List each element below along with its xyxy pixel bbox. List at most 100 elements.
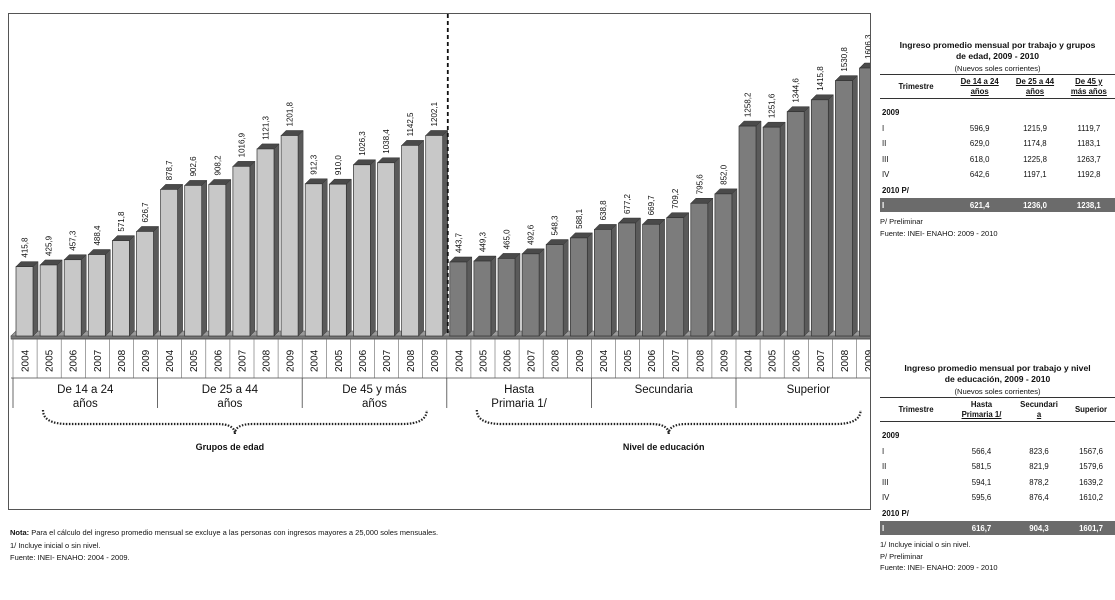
x-tick-label: 2005	[189, 349, 200, 372]
bar	[15, 266, 34, 337]
section-label-edad: Grupos de edad	[196, 442, 265, 452]
value-label: 443,7	[454, 232, 463, 253]
value-label: 912,3	[310, 154, 319, 175]
source-note: Fuente: INEI- ENAHO: 2004 - 2009.	[10, 553, 130, 562]
x-tick-label: 2005	[623, 349, 634, 372]
bar-side	[514, 252, 521, 337]
bar-side	[273, 143, 280, 337]
value-label: 1121,3	[262, 115, 271, 139]
group-label: años	[73, 398, 98, 410]
bar	[810, 99, 829, 337]
bar-side	[297, 129, 304, 337]
bar	[136, 231, 154, 337]
bar	[545, 244, 564, 337]
year-row: 2009	[882, 108, 900, 118]
table-header-row: Trimestre De 14 a 24 años De 25 a 44 años …	[880, 75, 1115, 99]
bar	[328, 183, 347, 337]
x-tick-label: 2008	[406, 349, 417, 372]
bar	[425, 135, 444, 337]
group-label: De 14 a 24	[57, 384, 114, 396]
bar	[690, 202, 709, 337]
group-label: años	[217, 398, 242, 410]
bar-side	[56, 259, 63, 337]
x-tick-label: 2009	[141, 349, 152, 372]
bar-side	[80, 254, 87, 337]
brace-educacion	[475, 409, 862, 435]
x-tick-label: 2009	[286, 349, 297, 372]
table-row: III 594,1 878,2 1639,2	[882, 477, 1103, 487]
bar	[666, 217, 685, 337]
bar	[859, 67, 870, 337]
bar	[184, 185, 203, 337]
bar	[618, 222, 636, 337]
value-label: 677,2	[623, 193, 632, 214]
x-tick-label: 2007	[237, 349, 248, 372]
group-label: años	[362, 398, 387, 410]
value-label: 1202,1	[430, 101, 439, 126]
chart-frame: 415,8 2004 425,9 2005 457,3 2006 488,4 2007 571,…	[8, 13, 871, 510]
x-tick-label: 2004	[21, 349, 32, 372]
table2-units: (Nuevos soles corrientes)	[880, 387, 1115, 398]
table1: Trimestre De 14 a 24 años De 25 a 44 años …	[880, 75, 1115, 212]
bar-side	[32, 261, 39, 337]
value-label: 415,8	[21, 237, 30, 258]
value-label: 1344,6	[792, 78, 801, 103]
table-row: II 629,0 1174,8 1183,1	[882, 139, 1101, 149]
table-header-row: Trimestre Hasta Primaria 1/ Secundari a Su…	[880, 398, 1115, 422]
bar	[39, 264, 58, 337]
bar	[569, 237, 588, 337]
bar	[738, 125, 757, 337]
x-tick-label: 2006	[69, 349, 80, 372]
value-label: 1201,8	[286, 101, 295, 126]
bar-side	[779, 121, 786, 337]
value-label: 852,0	[719, 164, 728, 185]
bar-side	[249, 160, 256, 337]
value-label: 465,0	[503, 229, 512, 250]
bar	[762, 126, 781, 337]
bar-side	[803, 106, 810, 337]
bar	[401, 145, 419, 337]
value-label: 1142,5	[406, 112, 415, 136]
group-label: Primaria 1/	[491, 398, 547, 410]
col-secundaria: Secundari a	[1020, 400, 1058, 419]
bar-side	[321, 178, 328, 337]
value-label: 425,9	[45, 235, 54, 256]
x-tick-label: 2007	[671, 349, 682, 372]
bar-side	[225, 178, 232, 337]
value-label: 1038,4	[382, 129, 391, 154]
col-trimestre: Trimestre	[898, 81, 934, 91]
value-label: 1606,3	[864, 34, 870, 59]
bar-side	[562, 238, 569, 337]
value-label: 1530,8	[840, 47, 849, 72]
bar	[208, 184, 227, 337]
col-trimestre: Trimestre	[898, 404, 934, 414]
bar-side	[394, 157, 400, 337]
x-tick-label: 2004	[310, 349, 321, 372]
bar-side	[635, 217, 641, 337]
group-label: Superior	[787, 384, 831, 396]
bar-top	[858, 62, 870, 69]
bar	[232, 165, 251, 337]
bar	[280, 135, 299, 337]
value-label: 449,3	[478, 231, 487, 252]
bar-side	[659, 218, 665, 337]
bar	[521, 253, 540, 337]
value-label: 1026,3	[358, 131, 367, 156]
bar	[63, 259, 82, 337]
bar	[377, 162, 395, 337]
brace-edad	[41, 409, 428, 435]
x-tick-label: 2006	[647, 349, 658, 372]
x-tick-label: 2007	[527, 349, 538, 372]
x-tick-label: 2006	[792, 349, 803, 372]
floor-edge	[10, 335, 870, 340]
x-tick-label: 2005	[768, 349, 779, 372]
table1-title: Ingreso promedio mensual por trabajo y g…	[899, 40, 1096, 61]
year-row: 2009	[882, 431, 900, 441]
bar	[714, 193, 733, 337]
bar	[642, 223, 660, 337]
value-label: 908,2	[213, 155, 222, 176]
x-tick-label: 2007	[382, 349, 393, 372]
bar-side	[611, 223, 617, 337]
x-tick-label: 2006	[358, 349, 369, 372]
table1-units: (Nuevos soles corrientes)	[880, 64, 1115, 75]
